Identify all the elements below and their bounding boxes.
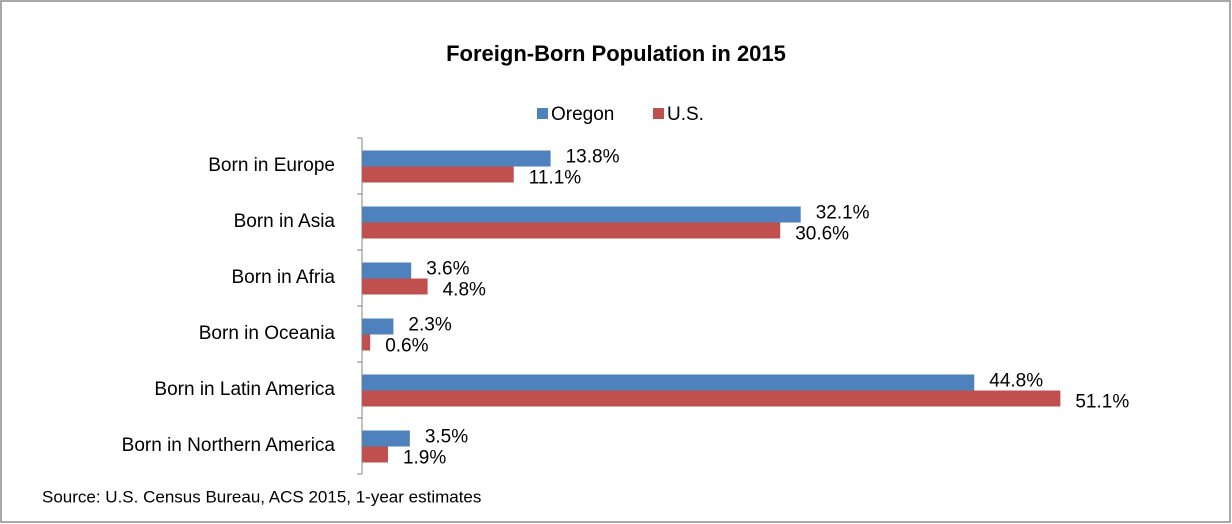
bar — [362, 166, 514, 183]
bar — [362, 318, 394, 335]
source-note: Source: U.S. Census Bureau, ACS 2015, 1-… — [42, 487, 481, 506]
bar — [362, 262, 412, 279]
bar — [362, 334, 371, 351]
data-label: 0.6% — [385, 336, 428, 357]
y-tick-label: Born in Northern America — [122, 435, 336, 456]
legend-swatch — [537, 108, 548, 119]
data-label: 44.8% — [989, 371, 1043, 392]
legend-label: U.S. — [667, 104, 704, 125]
bar — [362, 430, 410, 447]
data-label: 11.1% — [529, 168, 582, 189]
data-label: 13.8% — [566, 147, 620, 168]
bar — [362, 374, 975, 391]
data-label: 4.8% — [443, 280, 486, 301]
bar — [362, 390, 1061, 407]
data-label: 32.1% — [816, 203, 870, 224]
bar — [362, 150, 551, 167]
data-label: 51.1% — [1075, 392, 1129, 413]
y-tick-label: Born in Latin America — [154, 379, 335, 400]
legend-swatch — [653, 108, 664, 119]
bar — [362, 222, 781, 239]
y-tick-label: Born in Asia — [234, 211, 336, 232]
bar — [362, 446, 388, 463]
data-label: 3.5% — [425, 427, 468, 448]
data-label: 2.3% — [408, 315, 451, 336]
chart-title: Foreign-Born Population in 2015 — [446, 41, 786, 66]
y-tick-label: Born in Afria — [232, 267, 336, 288]
y-tick-label: Born in Europe — [208, 155, 335, 176]
legend-label: Oregon — [551, 104, 614, 125]
bar — [362, 206, 801, 223]
data-label: 3.6% — [426, 259, 469, 280]
bar — [362, 278, 428, 295]
y-tick-label: Born in Oceania — [199, 323, 336, 344]
data-label: 30.6% — [795, 224, 849, 245]
data-label: 1.9% — [403, 448, 446, 469]
